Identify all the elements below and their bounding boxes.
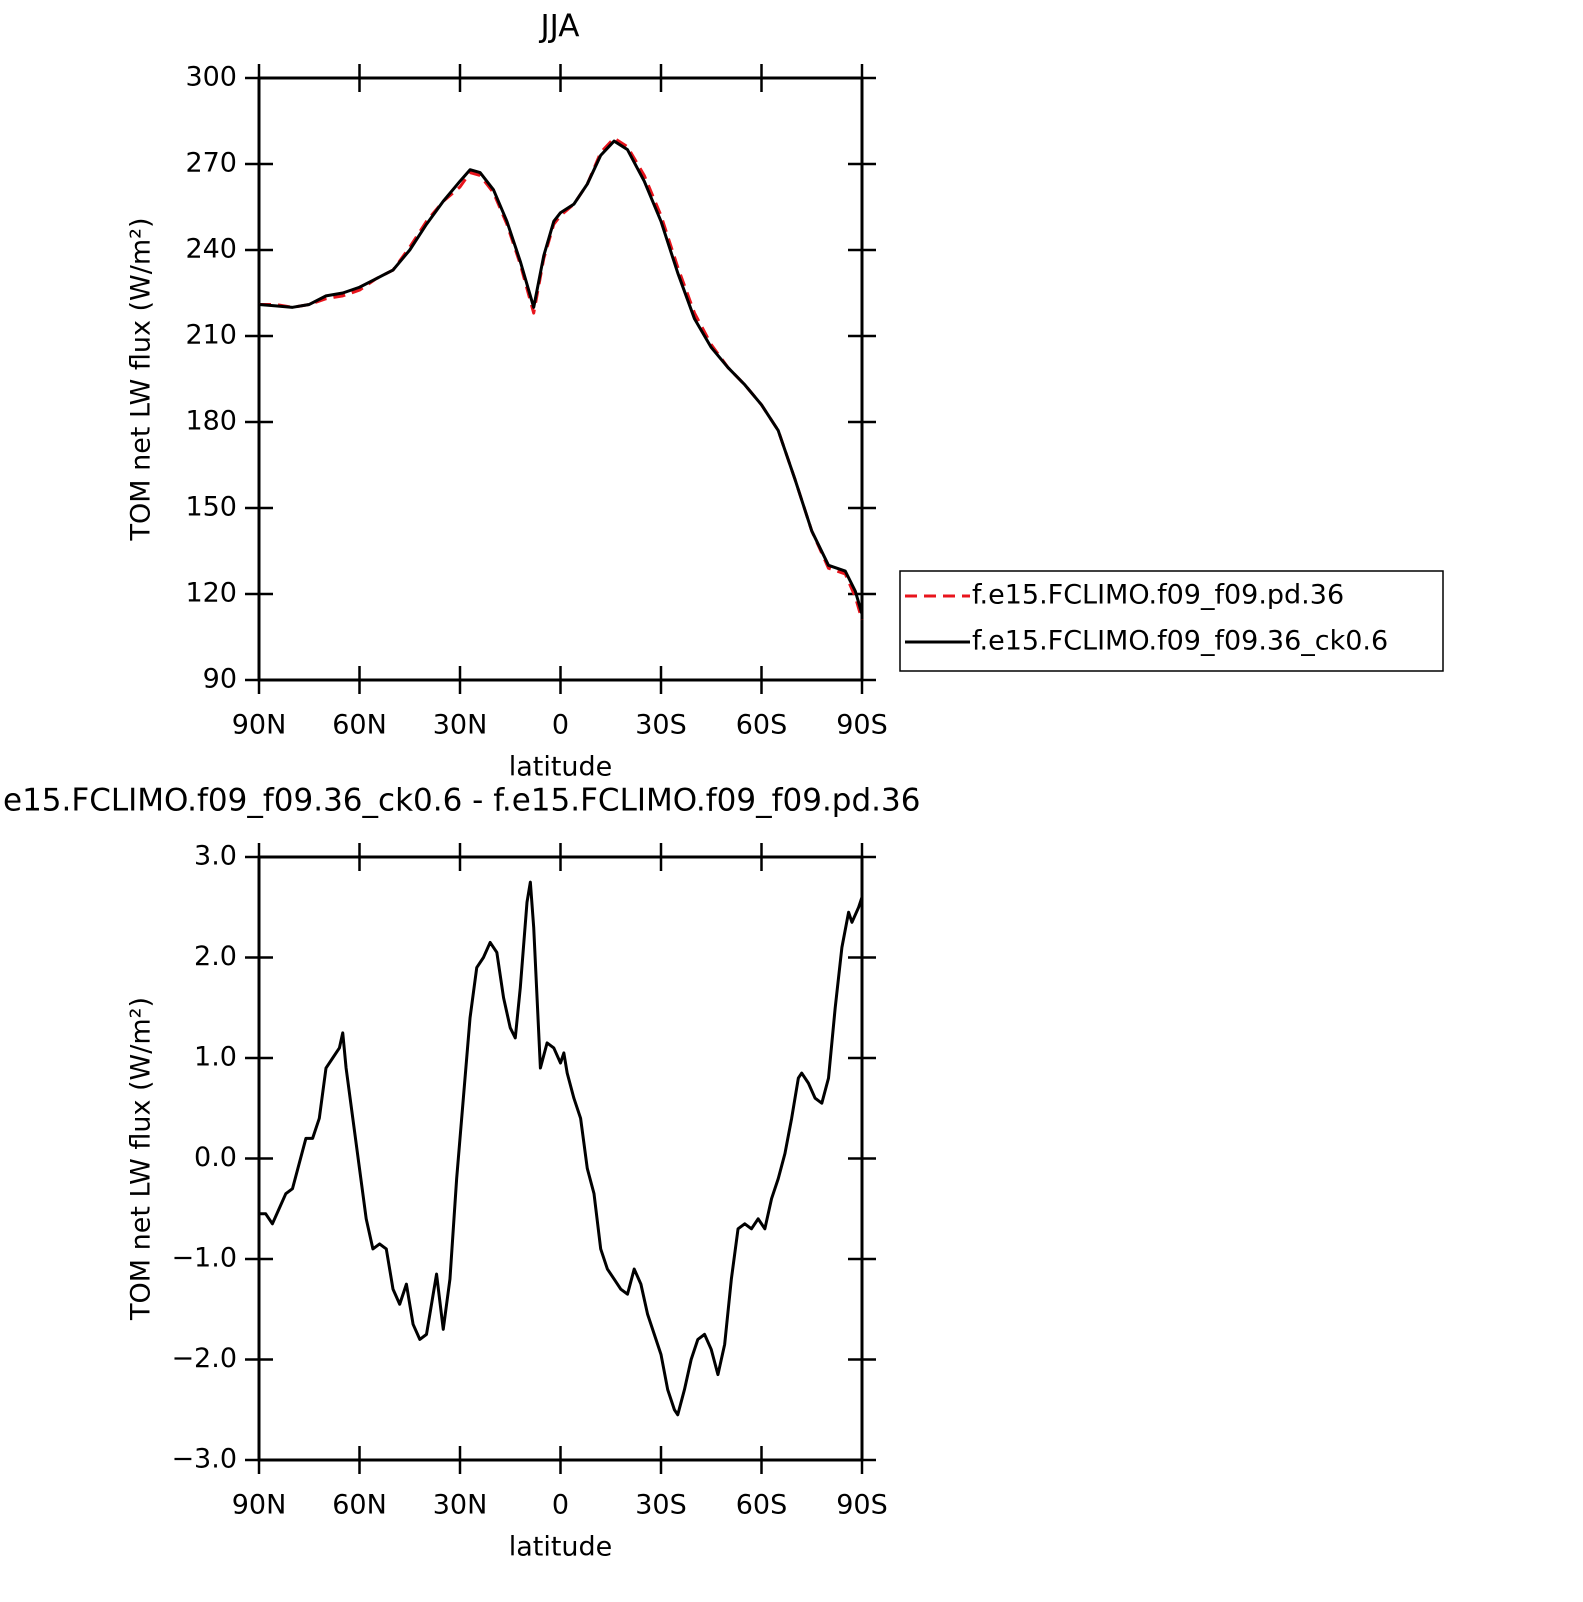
y-tick-label: 150 xyxy=(185,492,237,523)
x-tick-label: 0 xyxy=(552,1490,569,1521)
data-line xyxy=(258,139,864,615)
x-tick-label: 60N xyxy=(332,1490,387,1521)
x-tick-label: 30S xyxy=(635,1490,687,1521)
chart-title: e15.FCLIMO.f09_f09.36_ck0.6 - f.e15.FCLI… xyxy=(3,783,920,819)
x-tick-label: 30N xyxy=(433,1490,488,1521)
y-axis-label: TOM net LW flux (W/m²) xyxy=(126,217,157,541)
x-tick-label: 60S xyxy=(736,1490,788,1521)
y-tick-label: 180 xyxy=(185,406,237,437)
y-tick-label: 3.0 xyxy=(194,841,237,872)
y-tick-label: 2.0 xyxy=(194,941,237,972)
x-tick-label: 60N xyxy=(332,710,387,741)
y-tick-label: 240 xyxy=(185,234,237,265)
legend-label: f.e15.FCLIMO.f09_f09.pd.36 xyxy=(972,580,1344,611)
x-tick-label: 90N xyxy=(232,710,287,741)
x-tick-label: 0 xyxy=(552,710,569,741)
y-tick-label: 210 xyxy=(185,320,237,351)
plot-frame xyxy=(257,855,864,1462)
legend-box xyxy=(899,570,1444,672)
x-axis-label: latitude xyxy=(509,752,613,783)
x-tick-label: 90S xyxy=(836,710,888,741)
y-tick-label: −2.0 xyxy=(171,1343,237,1374)
plot-frame xyxy=(257,76,864,682)
y-tick-label: 120 xyxy=(185,578,237,609)
x-tick-label: 30S xyxy=(635,710,687,741)
y-axis-label: TOM net LW flux (W/m²) xyxy=(126,997,157,1321)
y-tick-label: 90 xyxy=(203,664,237,695)
y-tick-label: 270 xyxy=(185,148,237,179)
y-tick-label: −1.0 xyxy=(171,1243,237,1274)
chart-title: JJA xyxy=(539,9,580,45)
data-line xyxy=(259,136,864,621)
y-tick-label: 1.0 xyxy=(194,1042,237,1073)
x-tick-label: 60S xyxy=(736,710,788,741)
y-tick-label: 0.0 xyxy=(194,1142,237,1173)
y-tick-label: 300 xyxy=(185,62,237,93)
y-tick-label: −3.0 xyxy=(171,1444,237,1475)
x-tick-label: 90S xyxy=(836,1490,888,1521)
data-line xyxy=(259,880,864,1417)
x-axis-label: latitude xyxy=(509,1532,613,1563)
x-tick-label: 30N xyxy=(433,710,488,741)
legend-label: f.e15.FCLIMO.f09_f09.36_ck0.6 xyxy=(972,626,1388,657)
x-tick-label: 90N xyxy=(232,1490,287,1521)
